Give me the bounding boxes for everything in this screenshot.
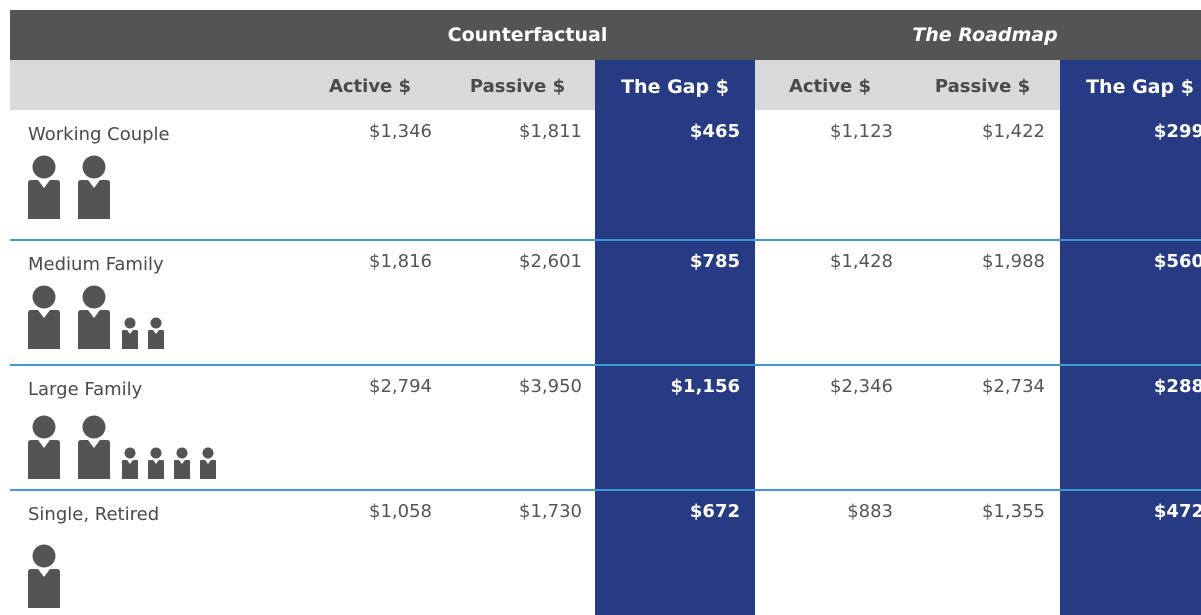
cell-value: $288	[1153, 376, 1201, 397]
household-icons	[28, 415, 216, 479]
cell-value: $465	[689, 121, 740, 142]
cell-value: $1,123	[830, 121, 893, 142]
row-label: Single, Retired	[28, 504, 160, 525]
row-separator	[10, 239, 1201, 241]
column-header: Passive $	[469, 76, 566, 97]
cell-value: $1,355	[982, 501, 1045, 522]
cell-value: $1,058	[369, 501, 432, 522]
column-header: Active $	[788, 76, 872, 97]
cell-value: $2,794	[369, 376, 432, 397]
cell-value: $1,428	[830, 251, 893, 272]
household-icons	[28, 285, 164, 349]
cell-value: $3,950	[519, 376, 582, 397]
cell-value: $1,730	[519, 501, 582, 522]
row-label: Large Family	[28, 379, 143, 400]
group-header: The Roadmap	[912, 24, 1058, 46]
cell-value: $672	[689, 501, 740, 522]
household-icons	[28, 155, 110, 219]
row-separator	[10, 364, 1201, 366]
cell-value: $299	[1153, 121, 1201, 142]
gap-column	[595, 60, 755, 615]
row-separator	[10, 489, 1201, 491]
cell-value: $1,156	[670, 376, 740, 397]
cell-value: $1,811	[519, 121, 582, 142]
row-label: Medium Family	[28, 254, 164, 275]
gap-column	[1060, 60, 1201, 615]
group-header-band	[10, 10, 1201, 60]
cell-value: $1,988	[982, 251, 1045, 272]
cell-value: $1,816	[369, 251, 432, 272]
cell-value: $2,346	[830, 376, 893, 397]
cell-value: $2,601	[519, 251, 582, 272]
column-header: The Gap $	[621, 76, 729, 98]
cell-value: $883	[847, 501, 893, 522]
row-label: Working Couple	[28, 124, 170, 145]
cell-value: $2,734	[982, 376, 1045, 397]
cell-value: $1,346	[369, 121, 432, 142]
cell-value: $472	[1153, 501, 1201, 522]
cell-value: $785	[689, 251, 740, 272]
cell-value: $560	[1153, 251, 1201, 272]
column-header: The Gap $	[1086, 76, 1194, 98]
column-header: Passive $	[934, 76, 1031, 97]
household-icons	[28, 544, 60, 608]
group-header: Counterfactual	[447, 24, 608, 46]
column-header: Active $	[328, 76, 412, 97]
cell-value: $1,422	[982, 121, 1045, 142]
